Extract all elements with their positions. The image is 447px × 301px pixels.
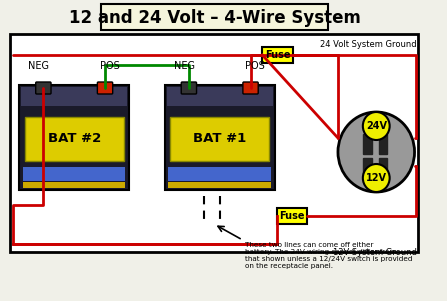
Text: 12V System Ground: 12V System Ground (333, 248, 417, 257)
Text: These two lines can come off either
battery. The 24V wiring cannot differ from
t: These two lines can come off either batt… (245, 242, 412, 269)
Bar (9, 34, 418, 252)
Bar (363, 134, 372, 154)
Text: BAT #2: BAT #2 (47, 132, 101, 145)
Circle shape (363, 112, 390, 140)
Bar (262, 47, 293, 63)
Text: BAT #1: BAT #1 (193, 132, 246, 145)
Bar (169, 167, 271, 181)
Bar (23, 182, 126, 188)
Text: 24V: 24V (366, 121, 387, 131)
Text: 12 and 24 Volt – 4-Wire System: 12 and 24 Volt – 4-Wire System (68, 9, 360, 27)
Bar (379, 158, 387, 178)
Text: NEG: NEG (29, 61, 50, 71)
Bar (363, 158, 372, 178)
Bar (164, 85, 275, 190)
FancyBboxPatch shape (243, 82, 258, 94)
FancyBboxPatch shape (97, 82, 113, 94)
Text: 12V: 12V (366, 173, 387, 183)
FancyBboxPatch shape (181, 82, 197, 94)
Text: Fuse: Fuse (279, 211, 305, 221)
Bar (379, 134, 387, 154)
Bar (21, 87, 127, 106)
Circle shape (338, 112, 414, 192)
FancyBboxPatch shape (101, 4, 329, 30)
Text: NEG: NEG (174, 61, 195, 71)
Bar (167, 87, 273, 106)
Circle shape (363, 164, 390, 192)
Bar (23, 167, 126, 181)
Bar (169, 182, 271, 188)
Bar (25, 116, 123, 161)
Text: POS: POS (245, 61, 265, 71)
FancyBboxPatch shape (36, 82, 51, 94)
Bar (277, 208, 308, 224)
Bar (19, 85, 129, 190)
Text: Fuse: Fuse (265, 50, 291, 60)
Bar (170, 116, 269, 161)
Text: POS: POS (100, 61, 119, 71)
Text: 24 Volt System Ground: 24 Volt System Ground (320, 40, 417, 49)
